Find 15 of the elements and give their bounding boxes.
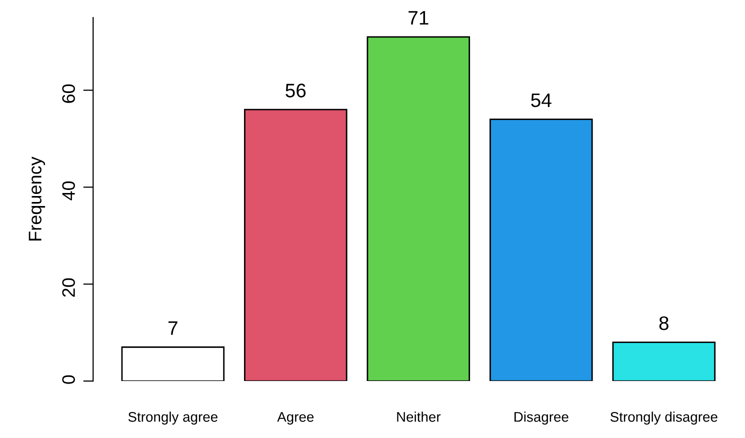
y-tick-label: 0 [62,375,75,384]
x-tick-label: Strongly agree [128,412,218,425]
x-tick-label: Agree [277,412,314,425]
data-label: 7 [168,321,178,335]
x-tick-label: Strongly disagree [610,412,718,425]
data-label: 71 [408,11,428,25]
data-label: 8 [659,316,668,330]
y-tick-label: 60 [62,84,75,103]
data-label: 54 [531,94,552,108]
y-axis-title: Frequency [28,156,46,240]
y-tick-label: 40 [62,181,75,200]
x-tick-label: Neither [397,412,441,422]
y-tick-label: 20 [62,278,75,297]
data-label: 56 [286,84,306,98]
x-tick-label: Disagree [514,412,568,425]
